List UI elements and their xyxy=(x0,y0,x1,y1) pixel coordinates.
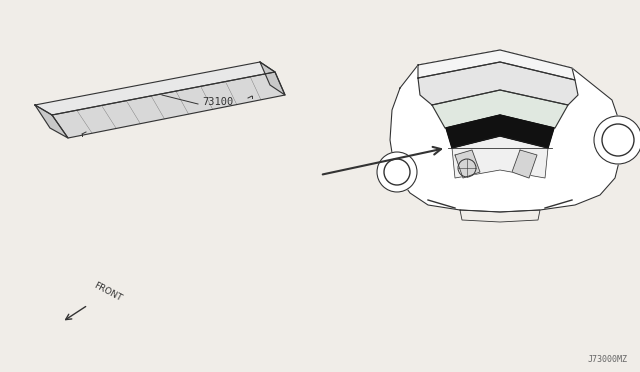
Polygon shape xyxy=(452,136,548,178)
Text: 73100: 73100 xyxy=(202,97,233,107)
Polygon shape xyxy=(455,150,480,178)
Circle shape xyxy=(594,116,640,164)
Polygon shape xyxy=(390,50,625,212)
Polygon shape xyxy=(446,115,554,148)
Text: J73000MZ: J73000MZ xyxy=(588,355,628,364)
Polygon shape xyxy=(35,62,275,115)
Polygon shape xyxy=(260,62,285,95)
Circle shape xyxy=(377,152,417,192)
Polygon shape xyxy=(35,105,68,138)
Polygon shape xyxy=(418,62,578,105)
Text: FRONT: FRONT xyxy=(92,281,123,303)
Polygon shape xyxy=(432,90,568,128)
Polygon shape xyxy=(52,72,285,138)
Polygon shape xyxy=(418,50,575,80)
Polygon shape xyxy=(512,150,537,178)
